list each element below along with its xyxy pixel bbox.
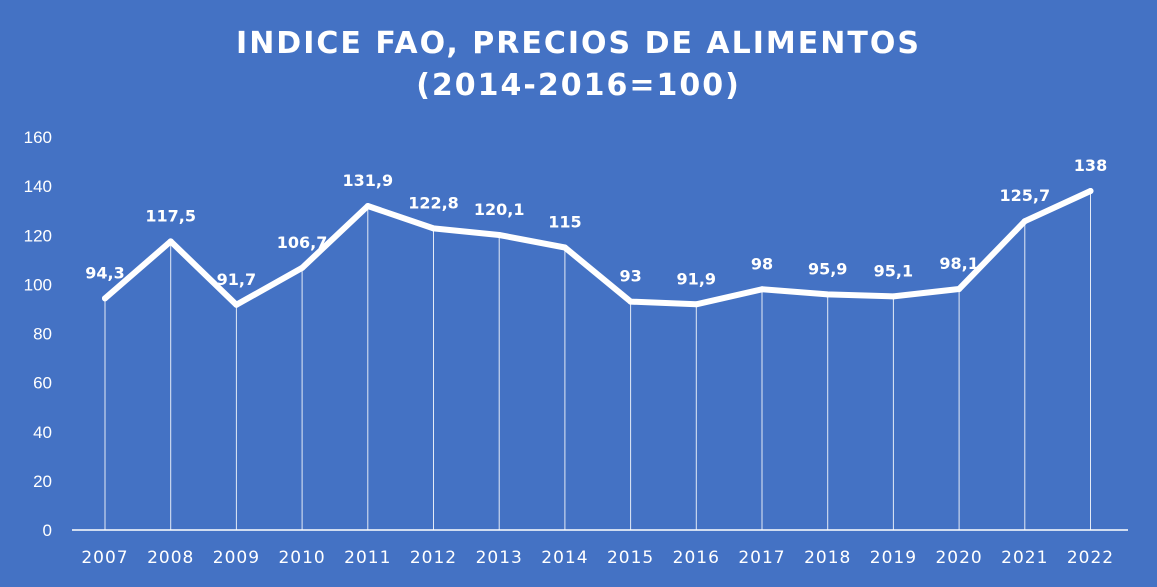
data-point [890, 293, 897, 300]
data-label: 98 [751, 254, 773, 273]
data-label: 93 [619, 267, 641, 286]
y-tick-label: 20 [33, 472, 52, 491]
data-point [496, 232, 503, 239]
y-tick-label: 80 [33, 325, 52, 344]
x-tick-label: 2016 [673, 548, 720, 568]
x-tick-label: 2018 [804, 548, 851, 568]
data-point [102, 295, 108, 302]
data-point [1021, 218, 1028, 225]
y-tick-label: 140 [24, 177, 52, 196]
y-tick-label: 100 [24, 275, 52, 294]
data-point [364, 203, 371, 210]
data-point [759, 286, 765, 293]
x-tick-label: 2021 [1001, 548, 1048, 568]
x-tick-label: 2010 [278, 548, 325, 568]
data-label: 138 [1074, 156, 1107, 175]
data-label: 95,1 [874, 261, 913, 280]
data-label: 94,3 [85, 263, 124, 282]
x-tick-label: 2011 [344, 548, 391, 568]
x-tick-label: 2007 [81, 548, 128, 568]
data-label: 98,1 [939, 254, 978, 273]
x-tick-label: 2012 [410, 548, 457, 568]
data-label: 120,1 [474, 200, 525, 219]
data-label: 122,8 [408, 193, 459, 212]
x-tick-label: 2022 [1067, 548, 1114, 568]
data-point [1087, 188, 1094, 195]
data-point [561, 244, 568, 251]
data-label: 95,9 [808, 259, 847, 278]
x-tick-label: 2008 [147, 548, 194, 568]
data-label: 106,7 [277, 233, 328, 252]
data-label: 91,7 [217, 270, 256, 289]
data-label: 115 [548, 213, 581, 232]
data-point [299, 264, 306, 271]
data-point [233, 301, 240, 308]
y-tick-label: 160 [24, 128, 52, 147]
data-point [167, 238, 174, 245]
data-label: 91,9 [677, 269, 716, 288]
series-line [102, 188, 1094, 308]
data-point [627, 298, 634, 305]
x-tick-label: 2015 [607, 548, 654, 568]
y-tick-label: 60 [33, 374, 52, 393]
data-point [824, 291, 831, 298]
data-point [430, 225, 437, 232]
x-tick-label: 2013 [476, 548, 523, 568]
x-tick-label: 2009 [213, 548, 260, 568]
x-tick-label: 2017 [738, 548, 785, 568]
data-point [956, 286, 963, 293]
data-point [693, 301, 700, 308]
chart-title: INDICE FAO, PRECIOS DE ALIMENTOS [236, 26, 921, 61]
chart-subtitle: (2014-2016=100) [416, 68, 741, 103]
data-label: 131,9 [342, 171, 393, 190]
x-tick-label: 2019 [870, 548, 917, 568]
x-tick-label: 2020 [935, 548, 982, 568]
x-tick-label: 2014 [541, 548, 588, 568]
data-label: 125,7 [999, 186, 1050, 205]
y-tick-label: 120 [24, 226, 52, 245]
y-tick-label: 0 [43, 521, 52, 540]
y-tick-label: 40 [33, 423, 52, 442]
data-label: 117,5 [145, 206, 196, 225]
